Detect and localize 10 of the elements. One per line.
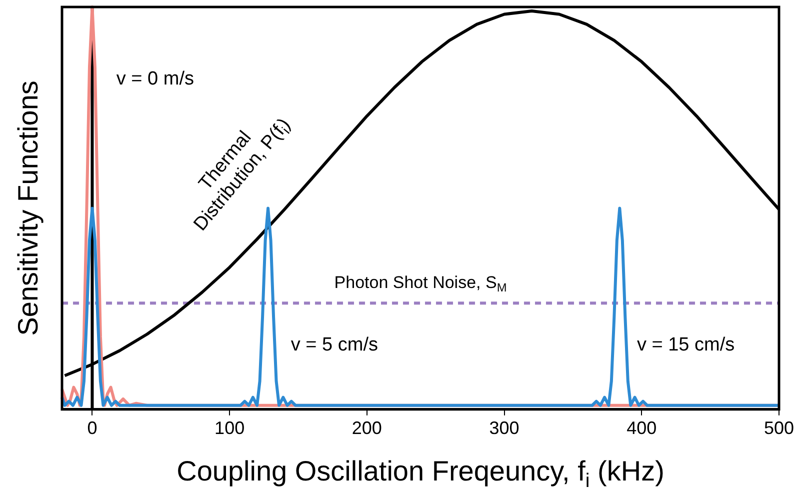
y-axis-title: Sensitivity Functions	[12, 80, 44, 336]
x-tick-label: 300	[489, 418, 520, 438]
annotation: v = 5 cm/s	[290, 334, 378, 356]
annotation: v = 15 cm/s	[636, 334, 735, 356]
x-tick-label: 0	[87, 418, 98, 438]
annotation: v = 0 m/s	[116, 68, 194, 90]
x-tick-label: 100	[214, 418, 245, 438]
x-tick-label: 500	[764, 418, 794, 438]
x-tick-label: 200	[352, 418, 382, 438]
x-tick-label: 400	[626, 418, 657, 438]
